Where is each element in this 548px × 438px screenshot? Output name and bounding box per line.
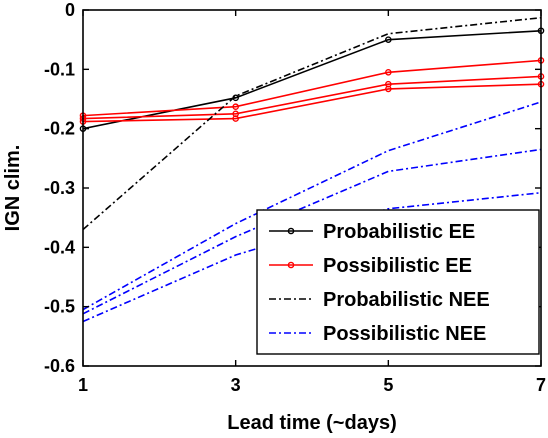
x-tick-label: 3 bbox=[231, 375, 241, 395]
y-tick-label: -0.2 bbox=[44, 119, 75, 139]
x-tick-label: 5 bbox=[383, 375, 393, 395]
legend-box bbox=[256, 209, 540, 355]
legend: Probabilistic EE Possibilistic EE Probabil… bbox=[256, 209, 540, 355]
legend-label: Possibilistic NEE bbox=[323, 323, 486, 345]
legend-marker bbox=[287, 261, 295, 269]
x-axis-title: Lead time (~days) bbox=[227, 412, 397, 434]
series-line-4 bbox=[82, 83, 542, 123]
data-point bbox=[385, 85, 392, 93]
legend-label: Probabilistic EE bbox=[323, 221, 475, 243]
y-axis-title: IGN clim. bbox=[2, 145, 24, 232]
x-tick-label: 1 bbox=[78, 375, 88, 395]
y-tick-label: 0 bbox=[65, 0, 75, 20]
series-line-3 bbox=[82, 75, 542, 120]
legend-label: Possibilistic EE bbox=[323, 255, 472, 277]
y-tick-label: -0.4 bbox=[44, 237, 75, 257]
data-point bbox=[385, 69, 392, 76]
y-tick-label: -0.6 bbox=[44, 356, 75, 376]
y-tick-label: -0.1 bbox=[44, 59, 75, 79]
y-tick-label: -0.3 bbox=[44, 178, 75, 198]
y-tick-label: -0.5 bbox=[44, 297, 75, 317]
tick-layer: 1 3 5 7 -0.6 -0.5 -0.4 -0.3 -0.2 -0.1 0 bbox=[44, 0, 546, 395]
series-line-7 bbox=[82, 148, 542, 315]
legend-marker bbox=[287, 227, 295, 235]
legend-label: Probabilistic NEE bbox=[323, 289, 490, 311]
data-point bbox=[232, 115, 239, 122]
series-line-2 bbox=[82, 59, 542, 117]
data-point bbox=[385, 36, 392, 43]
x-tick-label: 7 bbox=[536, 375, 546, 395]
series-line-1 bbox=[82, 29, 542, 130]
series-line-6 bbox=[82, 101, 542, 311]
series-line-5 bbox=[82, 16, 542, 231]
data-point bbox=[232, 103, 239, 111]
